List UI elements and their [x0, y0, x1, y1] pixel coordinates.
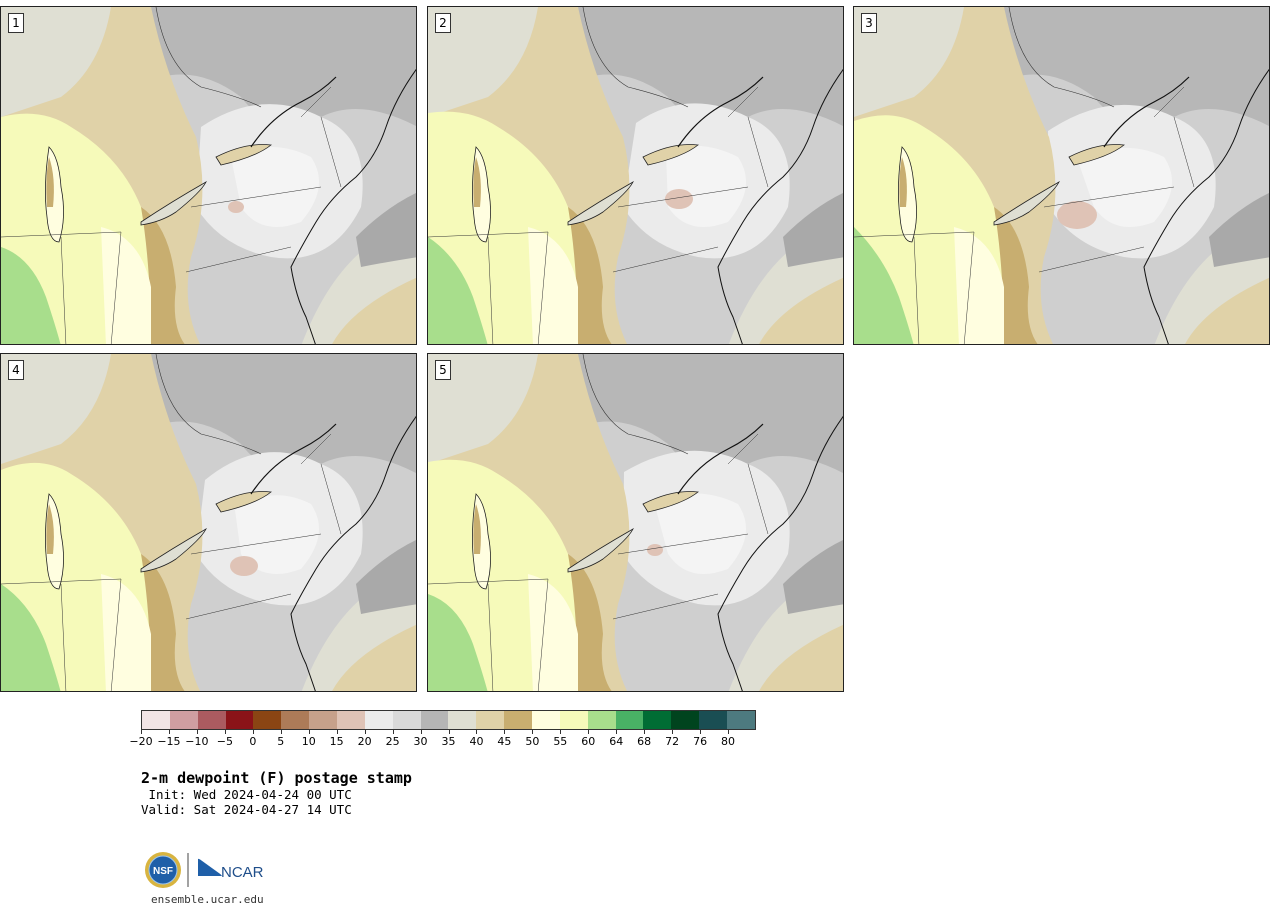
- colorbar-swatch: [699, 711, 728, 729]
- colorbar-tick-label: 0: [249, 735, 257, 748]
- colorbar-tick-mark: [364, 730, 366, 734]
- colorbar-swatch: [727, 711, 755, 729]
- map-panel-3: 3: [853, 6, 1270, 345]
- colorbar-swatch: [476, 711, 505, 729]
- colorbar-tick-mark: [644, 730, 646, 734]
- colorbar-swatch: [309, 711, 338, 729]
- panel-label: 5: [435, 360, 451, 380]
- colorbar-tick-label: −15: [157, 735, 181, 748]
- colorbar-tick-mark: [308, 730, 310, 734]
- colorbar-tick-label: 60: [581, 735, 596, 748]
- colorbar-tick-label: 5: [277, 735, 285, 748]
- colorbar-swatch: [504, 711, 533, 729]
- colorbar-swatch: [169, 711, 198, 729]
- map-field: [1, 354, 416, 691]
- colorbar-tick-mark: [672, 730, 674, 734]
- colorbar-tick-mark: [616, 730, 618, 734]
- colorbar-swatch: [448, 711, 477, 729]
- colorbar: [141, 710, 756, 730]
- colorbar-swatch: [197, 711, 226, 729]
- ncar-logo-icon: NCAR: [197, 857, 264, 881]
- dewpoint-map-5: [428, 354, 843, 691]
- colorbar-tick-label: 15: [329, 735, 344, 748]
- map-field: [1, 7, 416, 344]
- colorbar-tick-label: 80: [721, 735, 736, 748]
- dewpoint-map-1: [1, 7, 416, 344]
- colorbar-tick-mark: [420, 730, 422, 734]
- colorbar-tick-mark: [504, 730, 506, 734]
- colorbar-tick-label: 50: [525, 735, 540, 748]
- colorbar-tick-mark: [448, 730, 450, 734]
- colorbar-swatch: [225, 711, 254, 729]
- colorbar-swatch: [615, 711, 644, 729]
- colorbar-tick-label: 35: [441, 735, 456, 748]
- colorbar-tick-label: 76: [693, 735, 708, 748]
- panel-label: 4: [8, 360, 24, 380]
- colorbar-tick-mark: [532, 730, 534, 734]
- map-panel-5: 5: [427, 353, 844, 692]
- logos: NSF NCAR: [145, 852, 264, 888]
- colorbar-tick-mark: [141, 730, 142, 734]
- map-panel-1: 1: [0, 6, 417, 345]
- website-url: ensemble.ucar.edu: [151, 893, 264, 906]
- colorbar-tick-label: 55: [553, 735, 568, 748]
- colorbar-tick-label: 25: [385, 735, 400, 748]
- colorbar-swatch: [281, 711, 310, 729]
- colorbar-tick-label: −5: [216, 735, 233, 748]
- colorbar-swatch: [643, 711, 672, 729]
- dewpoint-map-3: [854, 7, 1269, 344]
- nsf-logo-text: NSF: [153, 866, 173, 877]
- map-panel-2: 2: [427, 6, 844, 345]
- colorbar-tick-mark: [560, 730, 562, 734]
- panel-label: 2: [435, 13, 451, 33]
- colorbar-swatch: [337, 711, 365, 729]
- colorbar-tick-label: 40: [469, 735, 484, 748]
- map-field: [428, 7, 843, 344]
- colorbar-tick-label: 68: [637, 735, 652, 748]
- colorbar-swatch: [253, 711, 282, 729]
- colorbar-tick-label: 10: [301, 735, 316, 748]
- colorbar-tick-label: 30: [413, 735, 428, 748]
- colorbar-swatch: [364, 711, 393, 729]
- dewpoint-map-2: [428, 7, 843, 344]
- init-time: Init: Wed 2024-04-24 00 UTC: [141, 787, 352, 802]
- map-panel-4: 4: [0, 353, 417, 692]
- colorbar-swatch: [420, 711, 449, 729]
- panel-label: 3: [861, 13, 877, 33]
- dewpoint-map-4: [1, 354, 416, 691]
- nsf-logo-icon: NSF: [145, 852, 181, 888]
- colorbar-tick-mark: [392, 730, 394, 734]
- panel-label: 1: [8, 13, 24, 33]
- colorbar-ticks: −20 −15 −10 −5 0 5 10 15 20 25 30 35 40 45 50 55 60 64 68 7…: [129, 730, 756, 750]
- colorbar-tick-mark: [196, 730, 198, 734]
- colorbar-tick-mark: [252, 730, 254, 734]
- colorbar-swatch: [587, 711, 616, 729]
- colorbar-tick-mark: [700, 730, 702, 734]
- colorbar-swatch: [142, 711, 170, 729]
- map-field: [854, 7, 1269, 344]
- colorbar-tick-mark: [224, 730, 226, 734]
- colorbar-swatch: [392, 711, 421, 729]
- colorbar-swatch: [532, 711, 560, 729]
- colorbar-tick-mark: [476, 730, 478, 734]
- colorbar-tick-label: 64: [609, 735, 624, 748]
- colorbar-tick-mark: [588, 730, 590, 734]
- colorbar-swatch: [559, 711, 588, 729]
- colorbar-tick-mark: [168, 730, 170, 734]
- colorbar-swatch: [671, 711, 700, 729]
- plot-title: 2-m dewpoint (F) postage stamp: [141, 769, 412, 787]
- valid-time: Valid: Sat 2024-04-27 14 UTC: [141, 802, 352, 817]
- colorbar-tick-label: −10: [185, 735, 209, 748]
- colorbar-tick-label: −20: [129, 735, 153, 748]
- ncar-logo-text: NCAR: [221, 864, 264, 881]
- colorbar-tick-mark: [728, 730, 730, 734]
- colorbar-tick-label: 72: [665, 735, 680, 748]
- colorbar-tick-label: 20: [357, 735, 372, 748]
- colorbar-tick-label: 45: [497, 735, 512, 748]
- colorbar-tick-mark: [280, 730, 282, 734]
- map-field: [428, 354, 843, 691]
- colorbar-tick-mark: [336, 730, 338, 734]
